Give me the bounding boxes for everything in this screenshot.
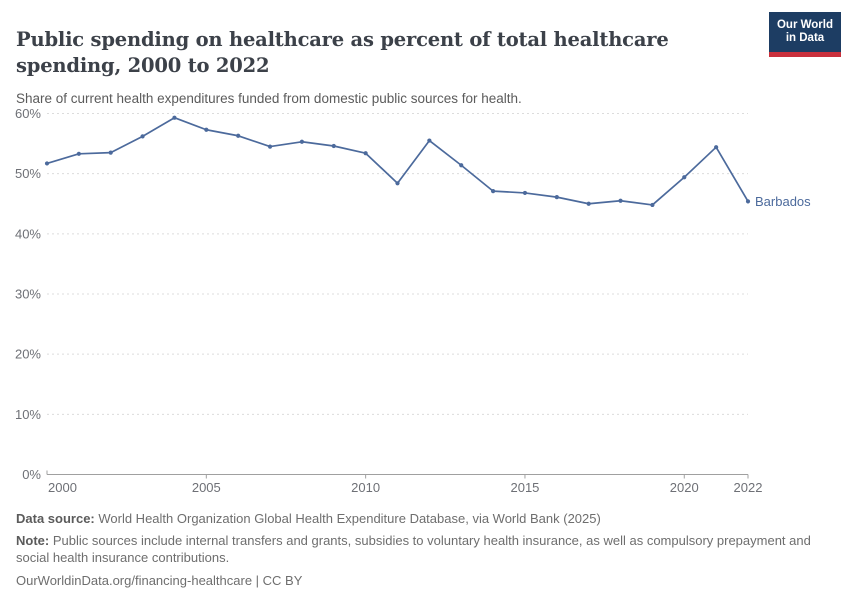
- data-point-marker[interactable]: [331, 143, 336, 149]
- y-axis-tick-label: 40%: [15, 226, 41, 241]
- data-point-marker[interactable]: [76, 151, 81, 156]
- data-point-marker[interactable]: [204, 127, 209, 132]
- owid-logo[interactable]: Our World in Data: [769, 12, 841, 57]
- entity-label[interactable]: Barbados: [755, 194, 811, 209]
- data-point-marker[interactable]: [108, 150, 113, 155]
- data-point-marker[interactable]: [714, 145, 719, 150]
- y-axis-tick-label: 0%: [22, 467, 41, 482]
- data-source-text: World Health Organization Global Health …: [94, 511, 601, 526]
- owid-logo-line1: Our World: [776, 19, 833, 31]
- y-axis-tick-label: 20%: [15, 347, 41, 362]
- chart-subtitle: Share of current health expenditures fun…: [16, 90, 522, 106]
- data-point-marker[interactable]: [490, 189, 496, 194]
- data-point-marker[interactable]: [395, 181, 400, 186]
- owid-logo-line2: in Data: [785, 32, 825, 44]
- note-text: Public sources include internal transfer…: [16, 533, 811, 565]
- x-axis-tick-label: 2022: [734, 480, 763, 495]
- data-point-marker[interactable]: [745, 199, 751, 204]
- data-point-marker[interactable]: [363, 151, 368, 156]
- x-axis-tick-label: 2015: [510, 480, 539, 495]
- series-line-barbados[interactable]: [46, 116, 749, 206]
- data-point-marker[interactable]: [554, 195, 559, 200]
- data-point-marker[interactable]: [140, 134, 145, 139]
- note-label: Note:: [16, 533, 50, 548]
- data-point-marker[interactable]: [682, 175, 687, 180]
- data-point-marker[interactable]: [299, 139, 305, 144]
- x-axis-tick-label: 2010: [351, 480, 380, 495]
- data-source-label: Data source:: [16, 511, 95, 526]
- data-point-marker[interactable]: [172, 115, 177, 120]
- x-axis-tick-label: 2005: [192, 480, 221, 495]
- data-point-marker[interactable]: [586, 201, 591, 206]
- y-axis-tick-label: 50%: [15, 166, 41, 181]
- data-point-marker[interactable]: [267, 144, 273, 149]
- data-point-marker[interactable]: [236, 133, 241, 138]
- y-axis-tick-label: 10%: [15, 407, 41, 422]
- data-point-marker[interactable]: [522, 190, 528, 196]
- data-point-marker[interactable]: [459, 163, 464, 168]
- x-axis-tick-label: 2000: [48, 480, 77, 495]
- y-axis-tick-label: 30%: [15, 287, 41, 302]
- chart-title: Public spending on healthcare as percent…: [16, 28, 669, 78]
- note-line: Note: Public sources include internal tr…: [16, 532, 828, 566]
- chart-footer: Data source: World Health Organization G…: [16, 510, 828, 592]
- data-point-marker[interactable]: [44, 161, 50, 166]
- y-axis-tick-label: 60%: [15, 106, 41, 121]
- data-point-marker[interactable]: [618, 198, 623, 203]
- data-point-marker[interactable]: [427, 138, 432, 143]
- data-point-marker[interactable]: [650, 202, 655, 208]
- data-source-line: Data source: World Health Organization G…: [16, 510, 828, 527]
- x-axis-tick-label: 2020: [670, 480, 699, 495]
- citation-url[interactable]: OurWorldinData.org/financing-healthcare …: [16, 573, 303, 588]
